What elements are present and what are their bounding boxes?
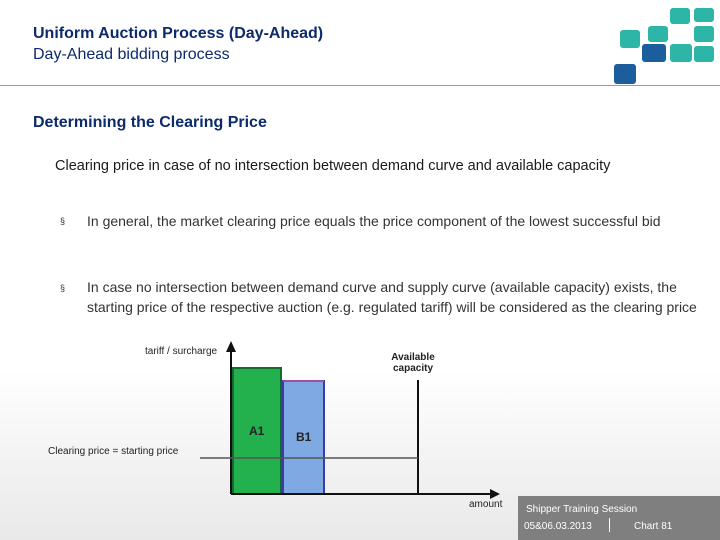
footer-chart-number: Chart 81 (634, 521, 673, 532)
logo-block-7 (670, 44, 692, 62)
header-divider (0, 85, 720, 86)
logo-block-4 (694, 26, 714, 42)
x-axis-label: amount (469, 499, 503, 510)
bid-b1-label: B1 (296, 430, 312, 444)
footer-separator (609, 518, 610, 532)
section-title: Determining the Clearing Price (33, 114, 267, 131)
y-axis-arrow (226, 341, 236, 352)
bullet-marker: § (60, 216, 66, 226)
page-title: Uniform Auction Process (Day-Ahead) (33, 25, 324, 42)
y-axis-label: tariff / surcharge (145, 346, 218, 357)
logo-block-5 (620, 30, 640, 48)
company-logo (614, 8, 714, 84)
bullet-marker: § (60, 283, 66, 293)
logo-block-2 (694, 8, 714, 22)
bullet-text: In case no intersection between demand c… (87, 279, 697, 315)
logo-block-9 (614, 64, 636, 84)
logo-block-8 (694, 46, 714, 62)
footer-session: Shipper Training Session (526, 504, 638, 515)
footer-date: 05&06.03.2013 (524, 521, 592, 532)
logo-block-1 (670, 8, 690, 24)
clearing-price-label: Clearing price = starting price (48, 446, 179, 457)
bullet-text: In general, the market clearing price eq… (87, 213, 661, 229)
page-subtitle: Day-Ahead bidding process (33, 46, 230, 63)
logo-block-6 (642, 44, 666, 62)
footer-box (518, 496, 720, 540)
capacity-label: Available capacity (391, 352, 435, 374)
bid-a1-bar (232, 367, 282, 495)
intro-text: Clearing price in case of no intersectio… (55, 158, 611, 174)
bid-a1-label: A1 (249, 424, 265, 438)
logo-block-3 (648, 26, 668, 42)
x-axis-arrow (490, 489, 500, 499)
